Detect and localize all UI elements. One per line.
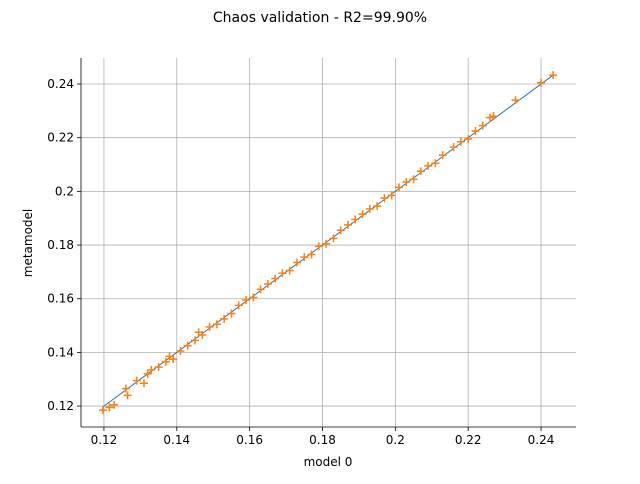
y-tick-label: 0.12 (47, 399, 74, 413)
y-tick-label: 0.18 (47, 238, 74, 252)
x-tick-label: 0.22 (455, 433, 482, 447)
x-tick-label: 0.18 (309, 433, 336, 447)
point (176, 347, 185, 356)
x-tick-label: 0.14 (163, 433, 190, 447)
y-tick-label: 0.14 (47, 345, 74, 359)
x-tick-label: 0.12 (91, 433, 118, 447)
point (511, 96, 520, 105)
x-tick-label: 0.2 (386, 433, 405, 447)
point (205, 322, 214, 331)
point (380, 194, 389, 203)
point (234, 301, 243, 310)
chart-title: Chaos validation - R2=99.90% (213, 10, 427, 26)
point (292, 258, 301, 267)
point (132, 376, 141, 385)
point (285, 266, 294, 275)
point (300, 253, 309, 262)
point (486, 113, 495, 122)
point (212, 320, 221, 329)
point (373, 202, 382, 211)
point (549, 71, 558, 80)
point (121, 384, 130, 393)
point (183, 341, 192, 350)
point (343, 220, 352, 229)
point (191, 336, 200, 345)
point (110, 400, 119, 409)
point (98, 406, 107, 415)
point (314, 242, 323, 251)
point (147, 365, 156, 374)
point (351, 215, 360, 224)
point (438, 151, 447, 160)
point (471, 126, 480, 135)
point (416, 167, 425, 176)
point (278, 269, 287, 278)
point (358, 210, 367, 219)
point (105, 403, 114, 412)
point (322, 239, 331, 248)
y-tick-label: 0.16 (47, 292, 74, 306)
point (394, 183, 403, 192)
point (143, 369, 152, 378)
point (402, 177, 411, 186)
point (256, 285, 265, 294)
x-axis-label: model 0 (304, 455, 353, 469)
y-tick-label: 0.24 (47, 77, 74, 91)
point (263, 279, 272, 288)
point (424, 161, 433, 170)
point (198, 330, 207, 339)
point (431, 159, 440, 168)
point (161, 357, 170, 366)
y-tick-label: 0.22 (47, 131, 74, 145)
x-tick-label: 0.16 (236, 433, 263, 447)
point (409, 175, 418, 184)
point (123, 391, 132, 400)
point (449, 143, 458, 152)
point (387, 191, 396, 200)
x-tick-label: 0.24 (528, 433, 555, 447)
point (329, 234, 338, 243)
point (365, 204, 374, 213)
point (242, 296, 250, 305)
point (537, 78, 546, 87)
point (140, 379, 149, 388)
point (249, 293, 258, 302)
point (271, 274, 280, 283)
point (154, 363, 163, 372)
y-tick-label: 0.2 (55, 184, 74, 198)
point (456, 137, 465, 146)
point (336, 226, 345, 235)
point (227, 309, 236, 318)
point (220, 314, 229, 323)
point (307, 250, 316, 259)
point (464, 135, 473, 144)
point (478, 121, 487, 130)
point (489, 112, 498, 121)
y-axis-label: metamodel (21, 209, 35, 278)
point (169, 355, 178, 364)
